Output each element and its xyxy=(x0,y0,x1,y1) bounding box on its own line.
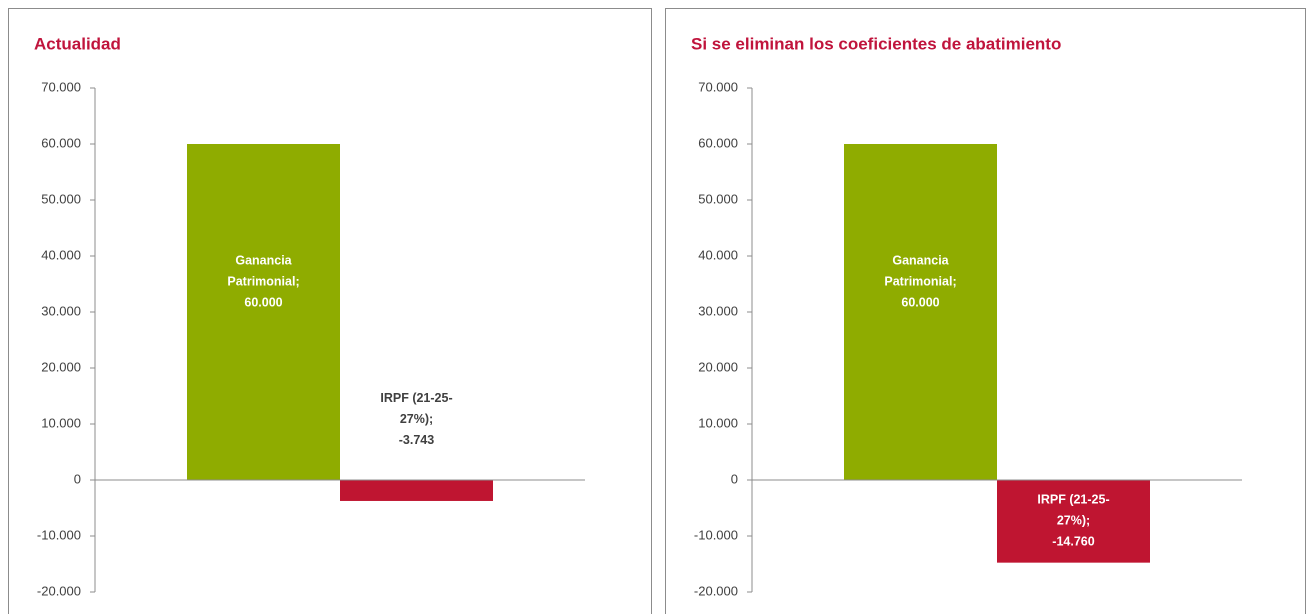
y-tick-label: 0 xyxy=(74,471,81,486)
data-label: IRPF (21-25- xyxy=(380,391,452,405)
data-label: 27%); xyxy=(1057,514,1090,528)
bar xyxy=(340,480,493,501)
data-label: Patrimonial; xyxy=(884,274,956,288)
data-label: Ganancia xyxy=(892,253,949,267)
y-tick-label: 40.000 xyxy=(41,247,81,262)
y-tick-label: -20.000 xyxy=(694,583,738,598)
y-tick-label: 50.000 xyxy=(698,191,738,206)
y-tick-label: 30.000 xyxy=(41,303,81,318)
data-label: 60.000 xyxy=(901,295,939,309)
chart-panel: Si se eliminan los coeficientes de abati… xyxy=(665,8,1306,614)
y-tick-label: 50.000 xyxy=(41,191,81,206)
bar xyxy=(997,480,1150,563)
y-tick-label: 30.000 xyxy=(698,303,738,318)
y-tick-label: -20.000 xyxy=(37,583,81,598)
data-label: Ganancia xyxy=(235,253,292,267)
y-tick-label: 20.000 xyxy=(698,359,738,374)
y-tick-label: 70.000 xyxy=(698,79,738,94)
y-tick-label: 70.000 xyxy=(41,79,81,94)
bar xyxy=(187,144,340,480)
chart-title: Si se eliminan los coeficientes de abati… xyxy=(691,34,1061,53)
chart-panel: Actualidad -20.000 -10.000 0 10.000 20.000 30.… xyxy=(8,8,652,614)
y-tick-label: 20.000 xyxy=(41,359,81,374)
y-tick-label: 60.000 xyxy=(698,135,738,150)
data-label: 27%); xyxy=(400,412,433,426)
chart-title: Actualidad xyxy=(34,34,121,53)
data-label: -3.743 xyxy=(399,433,434,447)
data-label: IRPF (21-25- xyxy=(1037,493,1109,507)
y-tick-label: 40.000 xyxy=(698,247,738,262)
data-label: Patrimonial; xyxy=(227,274,299,288)
y-tick-label: 0 xyxy=(731,471,738,486)
data-label: -14.760 xyxy=(1052,535,1094,549)
y-tick-label: 60.000 xyxy=(41,135,81,150)
y-tick-label: -10.000 xyxy=(37,527,81,542)
data-label: 60.000 xyxy=(244,295,282,309)
y-tick-label: -10.000 xyxy=(694,527,738,542)
y-tick-label: 10.000 xyxy=(698,415,738,430)
y-tick-label: 10.000 xyxy=(41,415,81,430)
bar xyxy=(844,144,997,480)
